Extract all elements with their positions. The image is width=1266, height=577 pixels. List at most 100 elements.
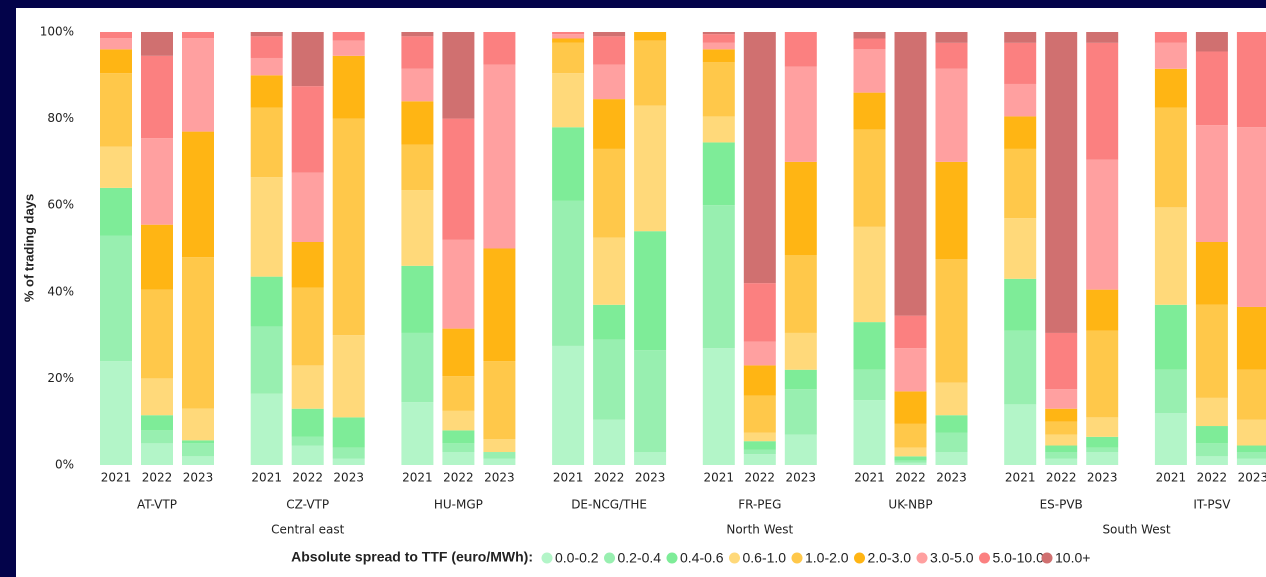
x-tick-label: 2023 (333, 471, 364, 485)
bar-segment (552, 42, 585, 74)
x-tick-label: 2023 (484, 471, 515, 485)
bar-segment (401, 332, 434, 403)
bar-segment (291, 436, 324, 446)
bar-segment (1004, 42, 1037, 84)
bar-segment (1154, 369, 1187, 414)
bar-segment (552, 200, 585, 346)
bar-segment (784, 389, 817, 435)
bar-segment (1004, 218, 1037, 279)
bar-segment (442, 32, 475, 119)
bar-segment (743, 283, 776, 342)
bar-segment (593, 36, 626, 65)
bar-segment (182, 257, 214, 409)
x-tick-label: 2021 (402, 471, 433, 485)
bar-segment (250, 36, 283, 58)
x-tick-label: 2023 (1238, 471, 1266, 485)
bar-segment (483, 248, 516, 362)
bar-segment (182, 456, 214, 465)
bar-segment (1086, 330, 1119, 418)
bar-segment (634, 105, 667, 232)
y-tick-label: 0% (55, 458, 74, 472)
bar-segment (1154, 304, 1187, 370)
bar-segment (141, 289, 173, 379)
legend-label: 0.6-1.0 (743, 550, 787, 566)
bar-segment (250, 276, 283, 327)
bar-segment (100, 235, 132, 362)
bar-segment (250, 393, 283, 465)
bar-segment (250, 107, 283, 178)
bar-segment (1086, 447, 1119, 453)
region-label: Central east (271, 523, 344, 537)
bar-segment (1004, 116, 1037, 149)
bar-segment (442, 452, 475, 465)
bar-segment (894, 32, 927, 316)
bar-segment (743, 395, 776, 433)
bar-segment (442, 410, 475, 431)
bar-segment (1236, 458, 1266, 465)
bar-segment (1086, 159, 1119, 290)
bar-segment (100, 361, 132, 465)
bar-segment (853, 369, 886, 401)
bar-segment (593, 148, 626, 238)
bar-segment (250, 57, 283, 76)
bar-segment (1045, 445, 1078, 453)
bar-segment (702, 142, 735, 206)
bar-segment (853, 226, 886, 323)
bar-segment (552, 127, 585, 201)
bar-segment (100, 146, 132, 188)
x-tick-label: 2021 (704, 471, 735, 485)
bar-segment (784, 369, 817, 390)
bar-segment (894, 460, 927, 463)
bar-segment (853, 92, 886, 130)
legend-marker (604, 552, 615, 564)
bar-segment (332, 118, 365, 336)
bar-segment (894, 456, 927, 461)
bar-segment (853, 38, 886, 50)
bar-segment (1154, 68, 1187, 108)
bar-segment (935, 42, 968, 69)
x-tick-label: 2022 (443, 471, 474, 485)
bar-segment (291, 242, 324, 288)
bar-segment (784, 434, 817, 465)
bar-segment (332, 458, 365, 465)
bar-segment (141, 430, 173, 444)
bar-segment (332, 447, 365, 459)
bar-segment (442, 328, 475, 377)
bar-segment (291, 408, 324, 437)
bar-segment (1154, 42, 1187, 69)
bar-segment (401, 68, 434, 102)
bar-segment (935, 452, 968, 465)
bar-segment (1236, 419, 1266, 446)
x-tick-label: 2023 (183, 471, 214, 485)
bar-segment (182, 32, 214, 39)
bar-segment (853, 400, 886, 465)
bar-segment (1154, 413, 1187, 465)
bar-segment (291, 86, 324, 173)
bar-segment (483, 458, 516, 465)
bar-segment (182, 408, 214, 441)
bar-segment (935, 382, 968, 416)
x-tick-label: 2022 (142, 471, 173, 485)
bar-segment (702, 205, 735, 349)
legend-label: 0.0-0.2 (555, 550, 599, 566)
bar-segment (894, 423, 927, 448)
bar-segment (1004, 83, 1037, 117)
bar-segment (634, 231, 667, 351)
bar-segment (442, 118, 475, 240)
bar-segment (935, 432, 968, 453)
bar-segment (1236, 32, 1266, 128)
x-tick-label: 2023 (936, 471, 967, 485)
bar-segment (332, 417, 365, 448)
bar-segment (743, 441, 776, 450)
bar-segment (1154, 107, 1187, 208)
bar-segment (1154, 32, 1187, 43)
bar-segment (1045, 421, 1078, 435)
hub-label: AT-VTP (137, 498, 177, 512)
bar-segment (250, 32, 283, 37)
bar-segment (483, 439, 516, 453)
bar-segment (1086, 42, 1119, 160)
bar-segment (483, 361, 516, 440)
bar-segment (593, 64, 626, 100)
legend-marker (854, 552, 865, 564)
bar-segment (442, 376, 475, 411)
